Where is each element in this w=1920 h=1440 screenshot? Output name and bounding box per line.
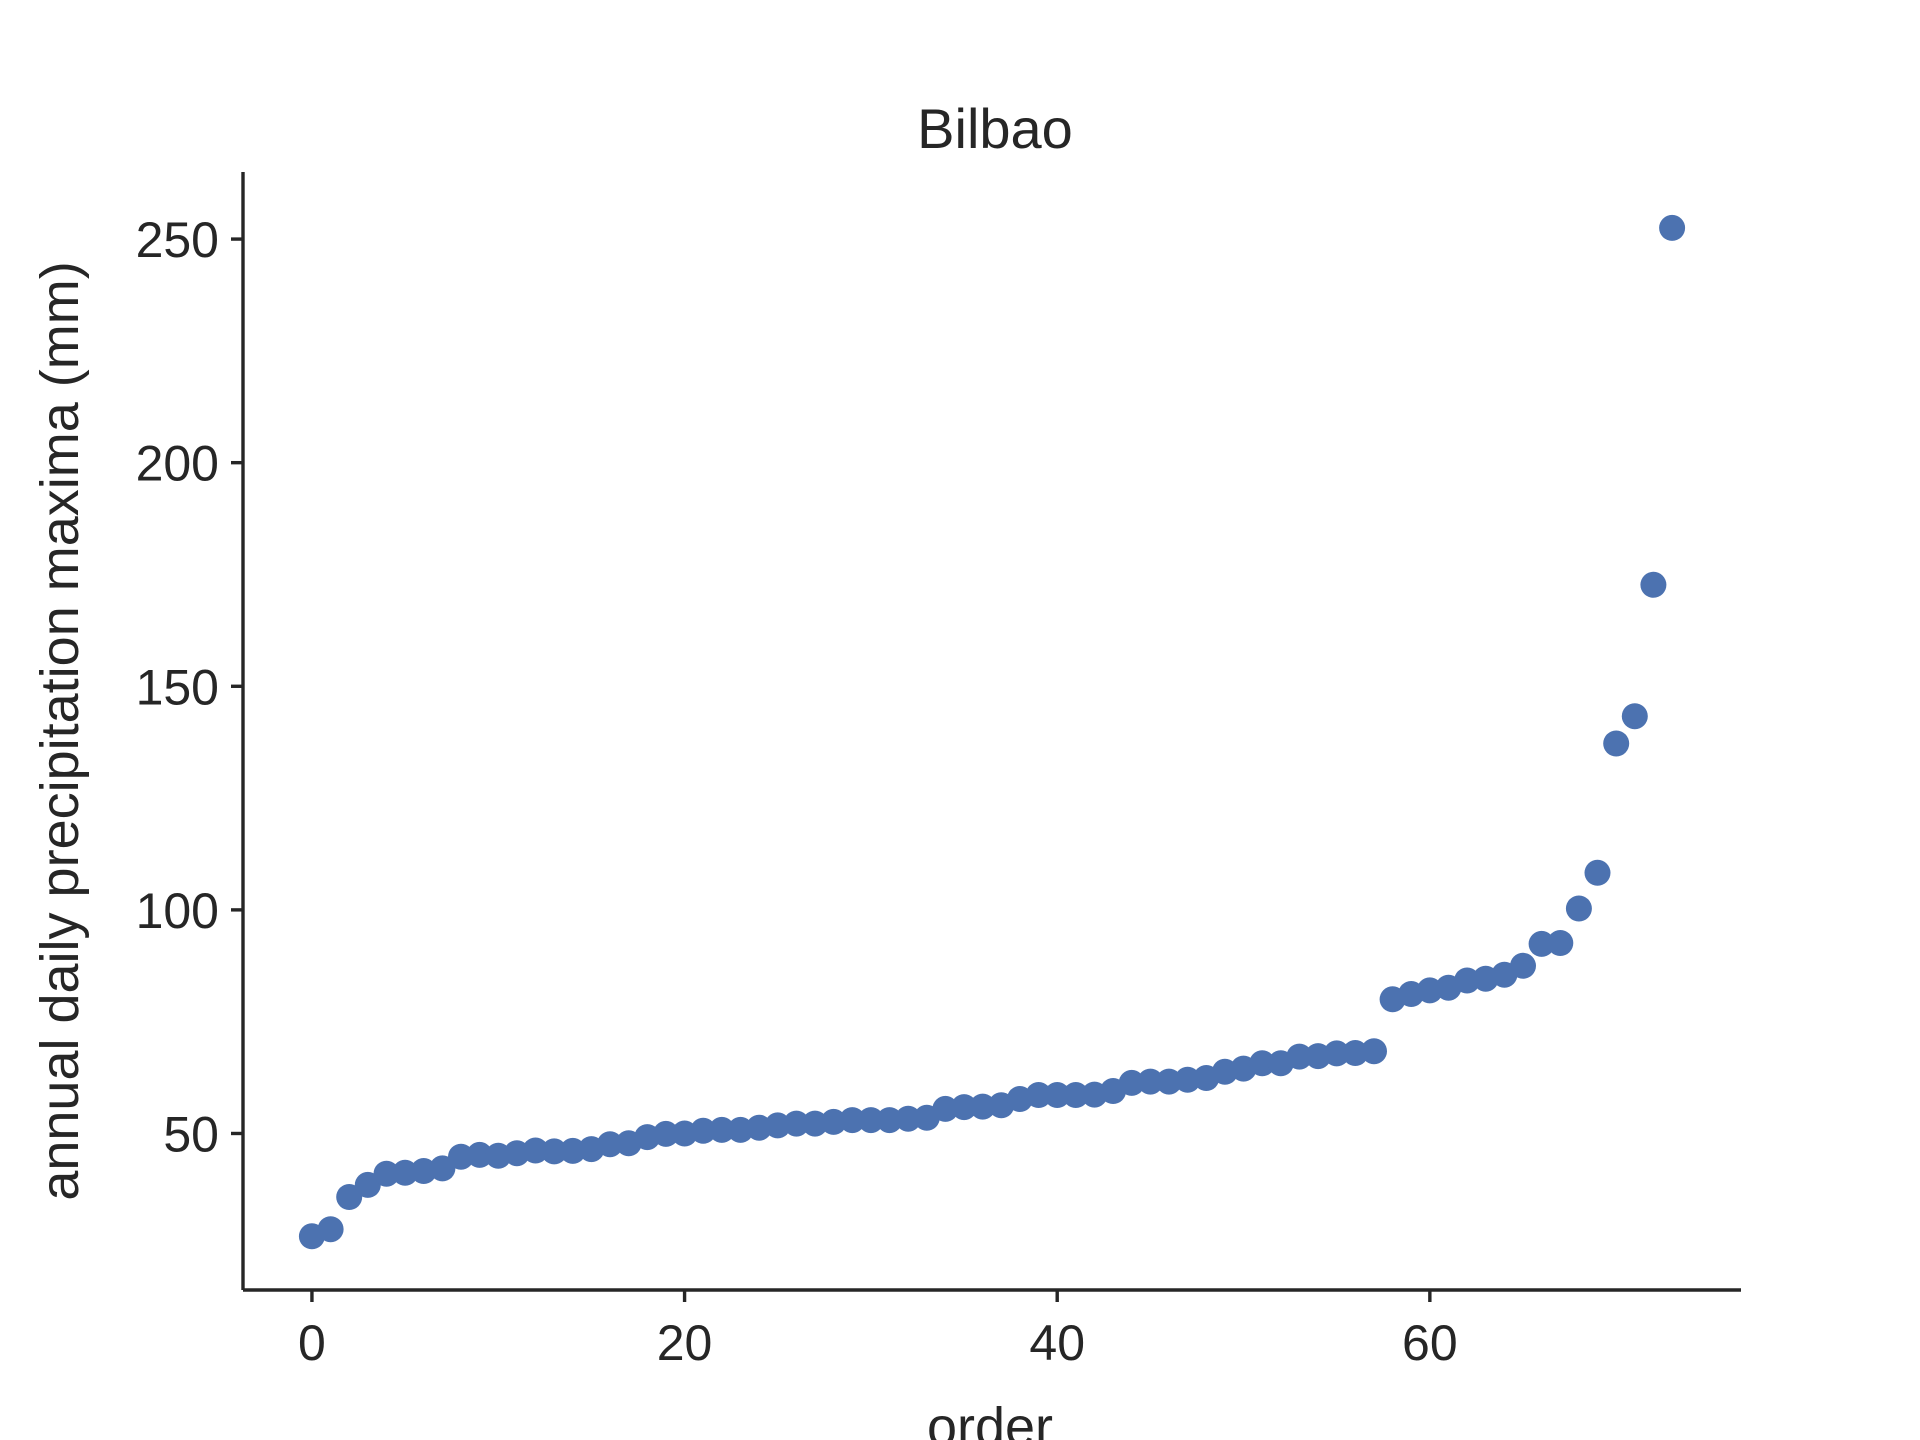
data-point-51 (1249, 1050, 1276, 1077)
data-point-45 (1137, 1068, 1164, 1095)
data-point-73 (1659, 214, 1686, 241)
data-point-47 (1174, 1066, 1201, 1093)
data-point-65 (1510, 952, 1536, 979)
data-point-57 (1361, 1038, 1387, 1065)
data-point-56 (1342, 1040, 1369, 1066)
y-tick-label: 150 (136, 659, 219, 715)
data-point-27 (802, 1110, 828, 1137)
x-axis-ticks: 0 20 40 60 (298, 1290, 1458, 1371)
data-point-2 (336, 1184, 363, 1210)
data-point-41 (1062, 1082, 1089, 1108)
data-point-12 (522, 1137, 549, 1164)
data-point-13 (541, 1138, 568, 1165)
y-axis-title: annual daily precipitation maxima (mm) (30, 261, 90, 1200)
data-point-31 (876, 1107, 903, 1134)
data-point-29 (839, 1107, 866, 1134)
data-point-67 (1547, 930, 1574, 956)
x-axis-title: order (927, 1397, 1053, 1440)
data-point-21 (690, 1117, 717, 1144)
data-point-7 (429, 1155, 456, 1182)
data-point-16 (597, 1131, 623, 1158)
data-point-32 (895, 1105, 922, 1132)
data-point-25 (764, 1112, 791, 1139)
data-point-40 (1044, 1082, 1071, 1108)
data-point-4 (373, 1160, 400, 1187)
chart-title: Bilbao (917, 97, 1073, 160)
y-tick-label: 100 (136, 883, 219, 939)
data-point-36 (969, 1093, 996, 1120)
data-point-69 (1584, 859, 1611, 886)
x-tick-label: 0 (298, 1315, 326, 1371)
data-point-28 (820, 1108, 847, 1135)
data-point-44 (1118, 1069, 1145, 1096)
y-tick-label: 50 (163, 1106, 219, 1162)
data-point-55 (1323, 1040, 1350, 1067)
data-point-53 (1286, 1043, 1313, 1070)
data-point-30 (857, 1107, 884, 1134)
x-tick-label: 40 (1029, 1315, 1085, 1371)
data-point-26 (783, 1110, 810, 1137)
data-point-9 (466, 1141, 493, 1168)
data-point-35 (951, 1094, 978, 1121)
data-point-1 (317, 1216, 344, 1243)
data-point-19 (652, 1120, 679, 1147)
x-tick-label: 60 (1402, 1315, 1458, 1371)
data-points (298, 214, 1686, 1250)
data-point-72 (1640, 571, 1667, 598)
y-axis-ticks: 50 100 150 200 250 (136, 212, 243, 1162)
data-point-70 (1603, 730, 1630, 757)
data-point-34 (932, 1095, 959, 1122)
data-point-3 (354, 1171, 381, 1198)
data-point-22 (708, 1116, 735, 1143)
y-tick-label: 200 (136, 436, 219, 492)
data-point-66 (1528, 930, 1555, 957)
data-point-71 (1621, 703, 1648, 730)
data-point-68 (1565, 895, 1592, 922)
data-point-39 (1025, 1082, 1052, 1108)
x-tick-label: 20 (657, 1315, 713, 1371)
y-tick-label: 250 (136, 212, 219, 268)
